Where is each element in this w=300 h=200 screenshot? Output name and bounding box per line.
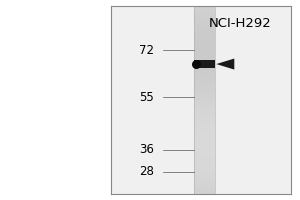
Bar: [194, 6, 215, 11]
Bar: [194, 91, 215, 95]
Bar: [194, 81, 215, 86]
Bar: [194, 133, 215, 138]
Text: 28: 28: [139, 165, 154, 178]
Bar: [194, 166, 215, 170]
Bar: [194, 34, 215, 39]
Bar: [194, 67, 215, 72]
Bar: [194, 86, 215, 91]
Bar: [194, 58, 215, 62]
Bar: [194, 29, 215, 34]
Text: 72: 72: [139, 44, 154, 57]
Bar: [194, 185, 215, 189]
Bar: [194, 95, 215, 100]
Point: [193, 62, 198, 66]
Text: 55: 55: [140, 91, 154, 104]
Bar: [194, 152, 215, 156]
Bar: [194, 11, 215, 15]
Bar: [194, 180, 215, 185]
Bar: [194, 170, 215, 175]
Bar: [194, 105, 215, 109]
Bar: [194, 119, 215, 123]
Text: 36: 36: [139, 143, 154, 156]
Bar: [194, 161, 215, 166]
Bar: [194, 72, 215, 77]
Bar: [194, 128, 215, 133]
Bar: [194, 100, 215, 105]
Bar: [194, 20, 215, 25]
Bar: [194, 189, 215, 194]
Bar: [194, 60, 215, 68]
Bar: [194, 25, 215, 29]
Bar: [194, 109, 215, 114]
Text: NCI-H292: NCI-H292: [209, 17, 272, 30]
Polygon shape: [216, 59, 234, 70]
Bar: [194, 62, 215, 67]
Bar: [194, 114, 215, 119]
Bar: [194, 138, 215, 142]
Bar: [194, 147, 215, 152]
Bar: [194, 39, 215, 44]
Bar: [194, 15, 215, 20]
Bar: [194, 175, 215, 180]
Bar: [194, 124, 215, 128]
Bar: [194, 44, 215, 48]
Bar: [194, 48, 215, 53]
Bar: [194, 76, 215, 81]
Bar: [194, 142, 215, 147]
Bar: [194, 156, 215, 161]
Bar: [194, 53, 215, 58]
